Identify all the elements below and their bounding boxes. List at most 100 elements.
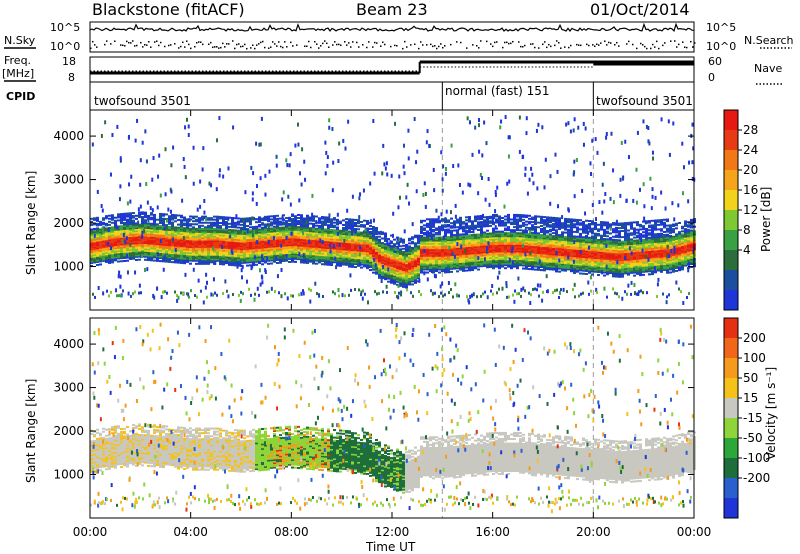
power-cell	[453, 250, 456, 253]
nsearch-dot	[658, 47, 660, 50]
power-cell	[390, 257, 393, 260]
power-cell	[438, 221, 441, 224]
power-cell	[300, 224, 303, 227]
power-cell	[450, 266, 453, 269]
power-cell	[258, 236, 261, 239]
power-cell	[237, 260, 240, 263]
power-cell	[423, 260, 426, 263]
power-cell	[369, 253, 372, 256]
power-cell	[150, 227, 153, 230]
power-cell	[111, 247, 114, 250]
power-cell	[396, 279, 399, 282]
nsearch-dot	[504, 41, 506, 44]
power-cell	[384, 247, 387, 250]
power-cell	[459, 233, 462, 236]
power-cell	[390, 234, 393, 237]
power-cell	[303, 235, 306, 238]
power-cell	[120, 213, 123, 216]
nsky-trace	[89, 22, 695, 33]
power-cell	[231, 216, 234, 219]
power-cell	[276, 249, 279, 252]
power-cell	[240, 223, 243, 226]
power-cell	[408, 266, 411, 269]
power-cell	[471, 220, 474, 223]
power-cell	[447, 243, 450, 246]
power-cell	[138, 229, 141, 232]
power-cell	[237, 238, 240, 241]
power-cell	[159, 234, 162, 237]
power-cell	[315, 233, 318, 236]
power-cell	[264, 217, 267, 220]
power-cell	[246, 232, 249, 235]
power-cell	[282, 258, 285, 261]
power-cell	[105, 235, 108, 238]
power-cell	[480, 248, 483, 251]
power-cell	[270, 229, 273, 232]
power-cell	[345, 253, 348, 256]
power-cell	[480, 216, 483, 219]
power-cell	[474, 249, 477, 252]
power-cell	[483, 251, 486, 254]
power-cell	[348, 247, 351, 250]
power-cell	[555, 229, 558, 232]
power-cell	[225, 222, 228, 225]
power-cell	[330, 222, 333, 225]
power-cell	[111, 243, 114, 246]
power-cell	[426, 233, 429, 236]
power-cell	[417, 266, 420, 269]
power-cell	[144, 232, 147, 235]
power-cell	[336, 249, 339, 252]
power-cell	[225, 252, 228, 255]
power-cell	[261, 234, 264, 237]
power-cell	[429, 248, 432, 251]
power-cell	[384, 253, 387, 256]
power-cell	[255, 230, 258, 233]
power-cell	[309, 253, 312, 256]
power-cell	[264, 244, 267, 247]
power-cell	[276, 231, 279, 234]
power-cell	[294, 218, 297, 221]
power-cell	[123, 253, 126, 256]
power-cell	[435, 260, 438, 263]
nsearch-dot	[328, 46, 330, 48]
power-cell	[198, 238, 201, 241]
power-cell	[402, 267, 405, 270]
nsearch-dot	[592, 44, 594, 46]
power-cell	[99, 242, 102, 245]
power-cell	[294, 222, 297, 225]
power-cell	[414, 263, 417, 266]
power-cell	[474, 255, 477, 258]
power-cell	[396, 268, 399, 271]
power-cell	[432, 257, 435, 260]
power-cell	[363, 239, 366, 242]
nsearch-dot	[304, 45, 306, 47]
power-cell	[462, 253, 465, 256]
power-cell	[372, 248, 375, 251]
power-cell	[384, 243, 387, 246]
nsearch-dot	[374, 41, 376, 44]
noise-top-right: 10^5	[706, 21, 736, 34]
power-cell	[111, 237, 114, 240]
power-cell	[483, 261, 486, 264]
power-cell	[150, 242, 153, 245]
power-cell	[291, 215, 294, 218]
power-cell	[414, 265, 417, 268]
power-cell	[363, 265, 366, 268]
power-cell	[210, 250, 213, 253]
power-cell	[183, 251, 186, 254]
power-cell	[255, 234, 258, 237]
power-cell	[345, 230, 348, 233]
power-cell	[234, 246, 237, 249]
freq-unit-label: [MHz]	[2, 67, 34, 80]
power-cell	[144, 249, 147, 252]
power-cell	[246, 228, 249, 231]
power-cell	[351, 238, 354, 241]
power-cell	[90, 243, 93, 246]
power-cell	[411, 272, 414, 275]
power-cell	[429, 247, 432, 250]
nsearch-dot	[292, 45, 294, 47]
power-cell	[156, 223, 159, 226]
power-cell	[348, 253, 351, 256]
power-cell	[426, 260, 429, 263]
power-cell	[312, 262, 315, 265]
